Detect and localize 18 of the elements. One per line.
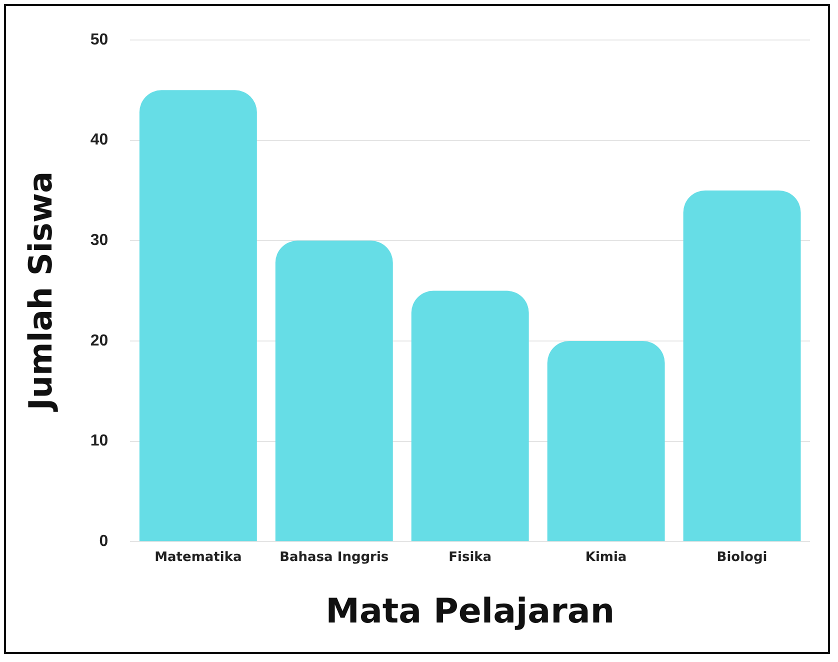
y-tick-label: 30 — [90, 232, 108, 250]
x-axis-title: Mata Pelajaran — [326, 591, 615, 632]
bar — [547, 340, 665, 542]
bar — [275, 240, 393, 542]
y-tick-label: 20 — [90, 332, 108, 350]
x-tick-label: Fisika — [448, 550, 492, 565]
y-tick-label: 40 — [90, 132, 108, 149]
x-tick-label: Bahasa Inggris — [280, 550, 389, 565]
y-axis-title: Jumlah Siswa — [22, 171, 60, 412]
x-tick-label: Matematika — [154, 550, 242, 565]
y-tick-label: 0 — [99, 533, 108, 550]
x-tick-label: Kimia — [585, 550, 627, 565]
bar — [139, 90, 257, 542]
y-tick-label: 10 — [90, 432, 108, 450]
bar — [411, 290, 529, 542]
y-tick-label: 50 — [90, 31, 108, 48]
bar — [683, 190, 801, 542]
x-tick-label: Biologi — [716, 550, 768, 565]
